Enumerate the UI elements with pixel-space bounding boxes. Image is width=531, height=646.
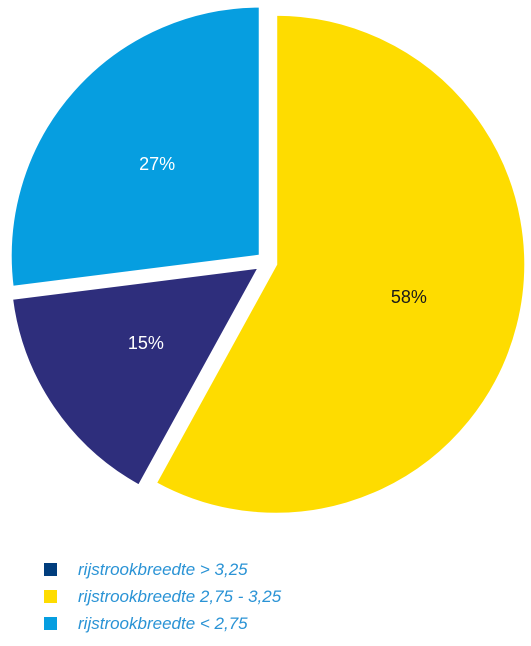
legend-swatch [44, 563, 57, 576]
pie-slice [9, 265, 263, 489]
legend-item: rijstrookbreedte < 2,75 [44, 610, 281, 637]
slice-data-label: 58% [391, 287, 427, 307]
slice-data-label: 27% [139, 154, 175, 174]
legend-item: rijstrookbreedte > 3,25 [44, 556, 281, 583]
slice-data-label: 15% [128, 333, 164, 353]
pie-slice [153, 12, 528, 516]
legend-label: rijstrookbreedte 2,75 - 3,25 [78, 586, 282, 606]
legend: rijstrookbreedte > 3,25 rijstrookbreedte… [44, 556, 281, 637]
legend-swatch [44, 617, 57, 630]
pie-slice [8, 4, 262, 290]
legend-item: rijstrookbreedte 2,75 - 3,25 [44, 583, 281, 610]
legend-label: rijstrookbreedte < 2,75 [78, 613, 248, 633]
pie-chart-plot: 58% 15% 27% [8, 4, 528, 516]
legend-swatch [44, 590, 57, 603]
legend-label: rijstrookbreedte > 3,25 [78, 559, 248, 579]
